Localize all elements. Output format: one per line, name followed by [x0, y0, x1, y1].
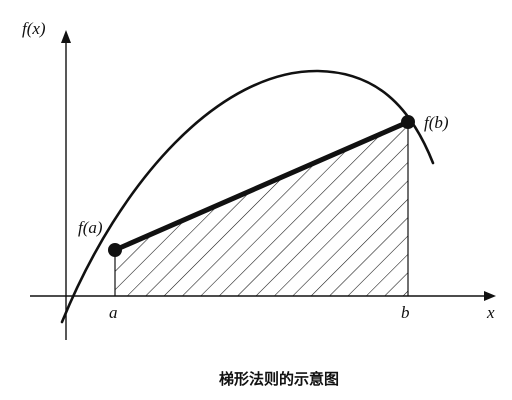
trapezoid-chord	[112, 119, 411, 253]
point-b-label: f(b)	[424, 113, 449, 132]
trapezoid-area	[115, 122, 408, 296]
figure-caption: 梯形法则的示意图	[219, 370, 339, 388]
tick-a-label: a	[109, 303, 118, 322]
function-curve	[60, 69, 435, 324]
point-a-label: f(a)	[78, 218, 103, 237]
x-axis-label: x	[486, 303, 495, 322]
x-axis-arrow	[484, 291, 496, 301]
point-b	[401, 115, 415, 129]
y-axis-arrow	[61, 30, 71, 43]
y-axis-label: f(x)	[22, 19, 46, 38]
tick-b-label: b	[401, 303, 410, 322]
point-a	[108, 243, 122, 257]
